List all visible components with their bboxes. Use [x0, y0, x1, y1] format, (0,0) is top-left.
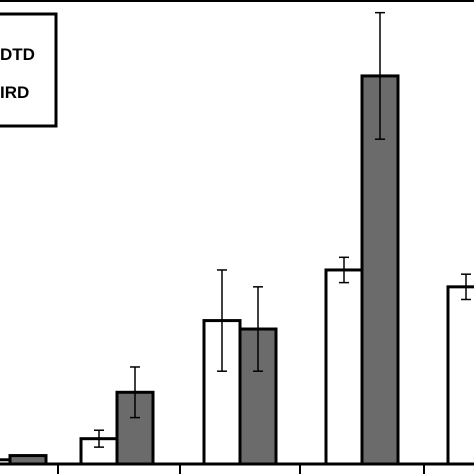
bar-dtd-5-partial — [446, 285, 474, 466]
legend-label-dtd: DTD — [0, 45, 35, 64]
error-bars-layer — [94, 11, 471, 448]
error-bar-ird-2 — [130, 366, 140, 419]
error-bar-ird-3 — [253, 286, 263, 372]
bar-ird-4 — [360, 74, 400, 466]
bar-dtd-4 — [324, 268, 364, 466]
legend: DTD IRD — [0, 12, 58, 128]
error-bar-dtd-2 — [94, 429, 104, 448]
error-bar-dtd-3 — [217, 269, 227, 372]
error-bar-dtd-5-partial — [461, 273, 471, 301]
error-bar-ird-4 — [375, 11, 385, 140]
bars-layer — [0, 74, 474, 466]
error-bar-dtd-4 — [339, 256, 349, 284]
legend-label-ird: IRD — [0, 83, 29, 102]
legend-box — [0, 12, 58, 128]
